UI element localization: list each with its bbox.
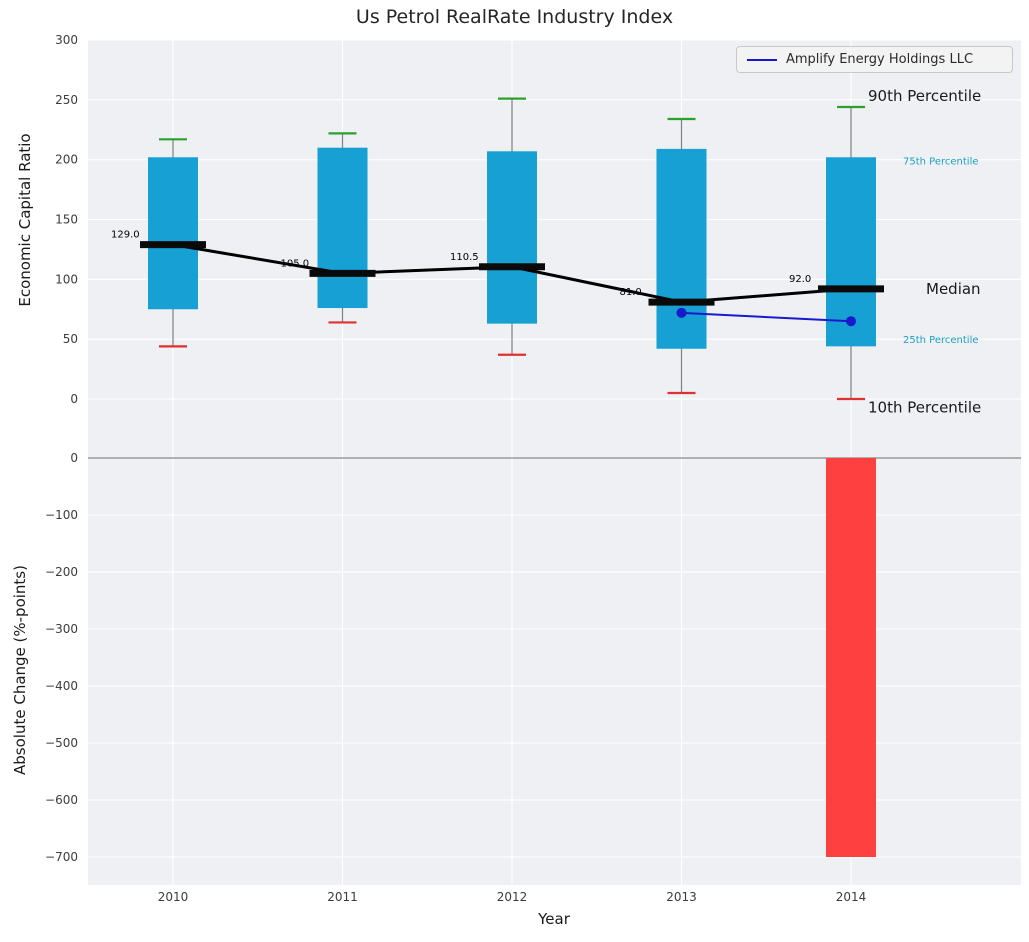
x-tick-label: 2010 (158, 890, 189, 904)
percentile-annotation: 75th Percentile (903, 157, 979, 168)
x-tick-label: 2014 (836, 890, 867, 904)
iqr-box (148, 157, 198, 310)
bottom-y-axis-label: Absolute Change (%-points) (11, 565, 29, 775)
median-value-label: 105.0 (281, 258, 310, 269)
median-value-label: 92.0 (789, 274, 811, 285)
y-tick-label: −200 (45, 565, 78, 579)
y-tick-label: 200 (55, 153, 78, 167)
legend-line-icon (747, 58, 777, 61)
x-axis-label: Year (538, 910, 570, 928)
percentile-annotation: 25th Percentile (903, 335, 979, 346)
company-marker (676, 307, 687, 318)
percentile-annotation: 10th Percentile (868, 398, 981, 416)
y-tick-label: −700 (45, 850, 78, 864)
company-marker (846, 316, 856, 327)
y-tick-label: 300 (55, 33, 78, 47)
y-tick-label: −100 (45, 508, 78, 522)
chart-title: Us Petrol RealRate Industry Index (355, 6, 674, 28)
median-value-label: 129.0 (111, 230, 140, 241)
x-tick-label: 2013 (666, 890, 697, 904)
y-tick-label: 150 (55, 213, 78, 227)
change-bar (826, 458, 876, 857)
legend: Amplify Energy Holdings LLC (736, 46, 1013, 73)
percentile-annotation: Median (926, 280, 981, 298)
y-tick-label: −600 (45, 793, 78, 807)
percentile-annotation: 90th Percentile (868, 87, 981, 105)
legend-label: Amplify Energy Holdings LLC (786, 52, 974, 67)
iqr-box (487, 151, 537, 324)
plot-background (88, 40, 1021, 885)
y-tick-label: −500 (45, 736, 78, 750)
y-tick-label: 100 (55, 272, 78, 286)
iqr-box (656, 148, 707, 349)
iqr-box (826, 157, 876, 347)
iqr-box (317, 147, 368, 309)
median-value-label: 110.5 (450, 252, 479, 263)
y-tick-label: 50 (63, 332, 78, 346)
company-line (681, 311, 852, 323)
y-tick-label: −300 (45, 622, 78, 636)
y-tick-label: 250 (55, 93, 78, 107)
median-value-label: 81.0 (620, 287, 642, 298)
x-tick-label: 2011 (327, 890, 358, 904)
y-tick-label: −400 (45, 679, 78, 693)
y-tick-label: 0 (70, 392, 78, 406)
y-tick-label: 0 (70, 451, 78, 465)
x-tick-label: 2012 (497, 890, 528, 904)
top-y-axis-label: Economic Capital Ratio (16, 133, 34, 307)
